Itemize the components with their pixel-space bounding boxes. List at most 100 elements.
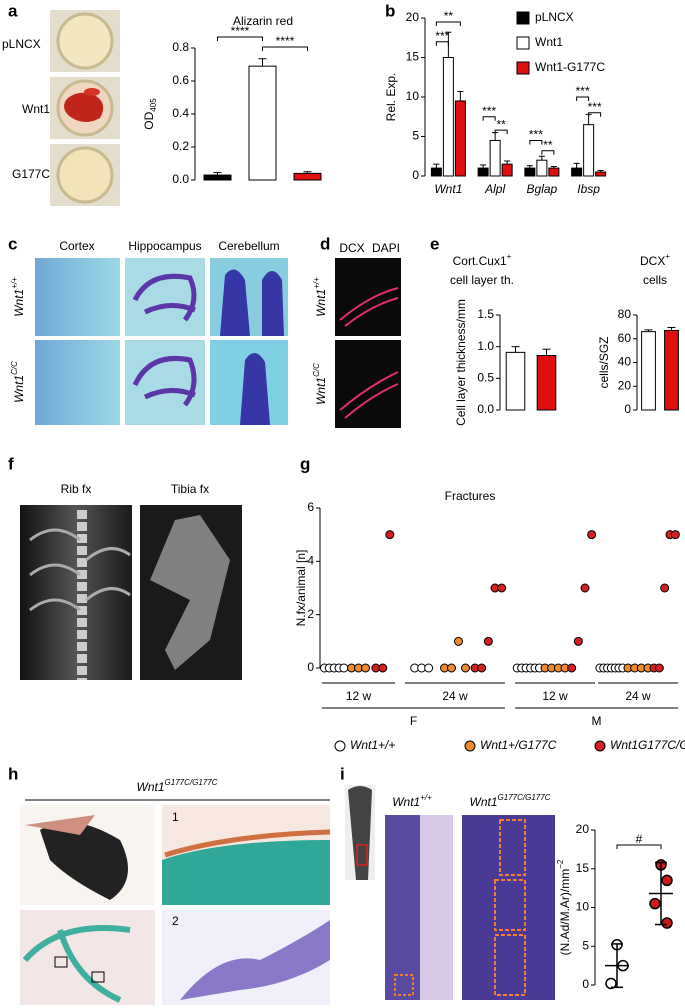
row-label-sup: C/C xyxy=(312,363,321,377)
significance-label: # xyxy=(636,832,643,846)
y-axis-label: N.fx/animal [n] xyxy=(294,550,308,627)
error-bar xyxy=(480,164,487,169)
row-label: Wnt1+/+ xyxy=(312,277,328,317)
error-bar xyxy=(597,169,604,173)
significance-bracket xyxy=(482,116,496,121)
legend-marker xyxy=(464,740,476,752)
error-bar xyxy=(550,166,557,169)
panel-title: Wnt1G177C/G177C xyxy=(137,778,218,794)
bar xyxy=(524,167,536,177)
significance-bracket xyxy=(217,36,263,41)
image-label-sup: G177C/G177C xyxy=(498,793,551,802)
bar xyxy=(571,167,583,177)
bar xyxy=(477,167,489,177)
chart-title: cell layer th. xyxy=(450,273,514,287)
error-bar xyxy=(303,171,312,174)
row-label-text: Wnt1 xyxy=(12,375,26,403)
y-axis-label-text: (N.Ad/M.Ar)/mm xyxy=(558,869,572,956)
point xyxy=(661,917,673,929)
row-label-text: Wnt1 xyxy=(12,289,26,317)
y-tick-label: 0 xyxy=(412,168,419,182)
panel-title-sup: G177C/G177C xyxy=(165,778,218,787)
adipocyte-box xyxy=(499,819,526,876)
bone xyxy=(162,840,330,905)
legend-label: Wnt1-G177C xyxy=(535,60,605,74)
y-axis-label-sup: −2 xyxy=(556,859,565,869)
bone xyxy=(22,925,131,1003)
histology xyxy=(35,258,120,336)
legend-marker xyxy=(594,740,606,752)
histology xyxy=(462,815,555,1000)
bar xyxy=(664,329,679,411)
point xyxy=(339,663,349,673)
point xyxy=(447,663,456,673)
image-label: Wnt1+/+ xyxy=(392,793,432,809)
panel-letter: g xyxy=(300,454,310,473)
y-tick-label: 0 xyxy=(307,660,314,674)
significance-label: *** xyxy=(576,84,590,98)
legend-swatch xyxy=(516,61,530,75)
x-tick-label: 12 w xyxy=(346,689,372,703)
row-label-text: Wnt1 xyxy=(314,377,328,405)
well-label: Wnt1 xyxy=(22,102,50,116)
cerebellum xyxy=(240,352,270,425)
image-label: Tibia fx xyxy=(171,482,209,496)
tibia xyxy=(150,515,230,670)
row-label-sup: C/C xyxy=(10,361,19,375)
y-tick-label: 60 xyxy=(618,331,632,345)
panel-letter: i xyxy=(340,764,345,783)
adipocyte-box xyxy=(394,974,414,996)
error-bar xyxy=(573,162,580,169)
chart-title: Cort.Cux1+ xyxy=(453,252,512,268)
error-bar xyxy=(644,329,653,332)
y-tick-label: 80 xyxy=(618,307,632,321)
panel-letter: f xyxy=(8,454,14,473)
y-tick-label: 0 xyxy=(624,402,631,416)
significance-bracket xyxy=(435,21,461,26)
point xyxy=(361,663,370,673)
x-tick-label: Wnt1 xyxy=(434,182,462,196)
legend-label: Wnt1+/+ xyxy=(350,738,395,752)
adipocyte-box xyxy=(494,934,526,996)
group-label: M xyxy=(592,714,602,728)
y-tick-label: 0.6 xyxy=(172,73,189,87)
rib xyxy=(29,528,131,612)
y-tick-label: 0.5 xyxy=(477,371,494,385)
significance-label: **** xyxy=(231,24,250,38)
bar xyxy=(430,167,442,177)
y-axis-label: (N.Ad/M.Ar)/mm−2 xyxy=(556,859,572,955)
bar xyxy=(505,351,526,411)
bar xyxy=(501,163,513,177)
bar xyxy=(595,171,607,177)
hippocampus xyxy=(132,273,197,322)
y-axis-label: Rel. Exp. xyxy=(384,73,398,122)
sd-bar xyxy=(611,943,623,989)
y-tick-label: 10 xyxy=(406,89,420,103)
point xyxy=(587,530,597,540)
y-axis-label-sub: 405 xyxy=(149,98,158,112)
panel-letter: d xyxy=(320,234,330,253)
y-axis-label: cells/SGZ xyxy=(597,336,611,388)
inset-number: 1 xyxy=(172,810,179,824)
well-label: G177C xyxy=(12,167,50,181)
osteoid xyxy=(164,829,331,858)
image-label-text: Wnt1 xyxy=(392,795,420,809)
y-tick-label: 20 xyxy=(576,822,590,836)
tissue xyxy=(25,815,95,835)
y-tick-label: 0 xyxy=(582,977,589,991)
y-tick-label: 0.0 xyxy=(172,172,189,186)
row-label: Wnt1C/C xyxy=(312,363,328,405)
point xyxy=(477,663,487,673)
significance-label: ** xyxy=(496,117,506,131)
error-bar xyxy=(511,346,520,353)
legend-swatch xyxy=(516,36,530,50)
error-bar xyxy=(538,155,545,161)
y-axis-label-text: OD xyxy=(142,111,156,129)
point xyxy=(670,530,680,540)
stain xyxy=(64,92,104,122)
legend-label: Wnt1+/G177C xyxy=(480,738,557,752)
hippocampus xyxy=(132,355,197,407)
column-label: Cortex xyxy=(59,239,94,253)
legend-label: pLNCX xyxy=(535,10,574,24)
